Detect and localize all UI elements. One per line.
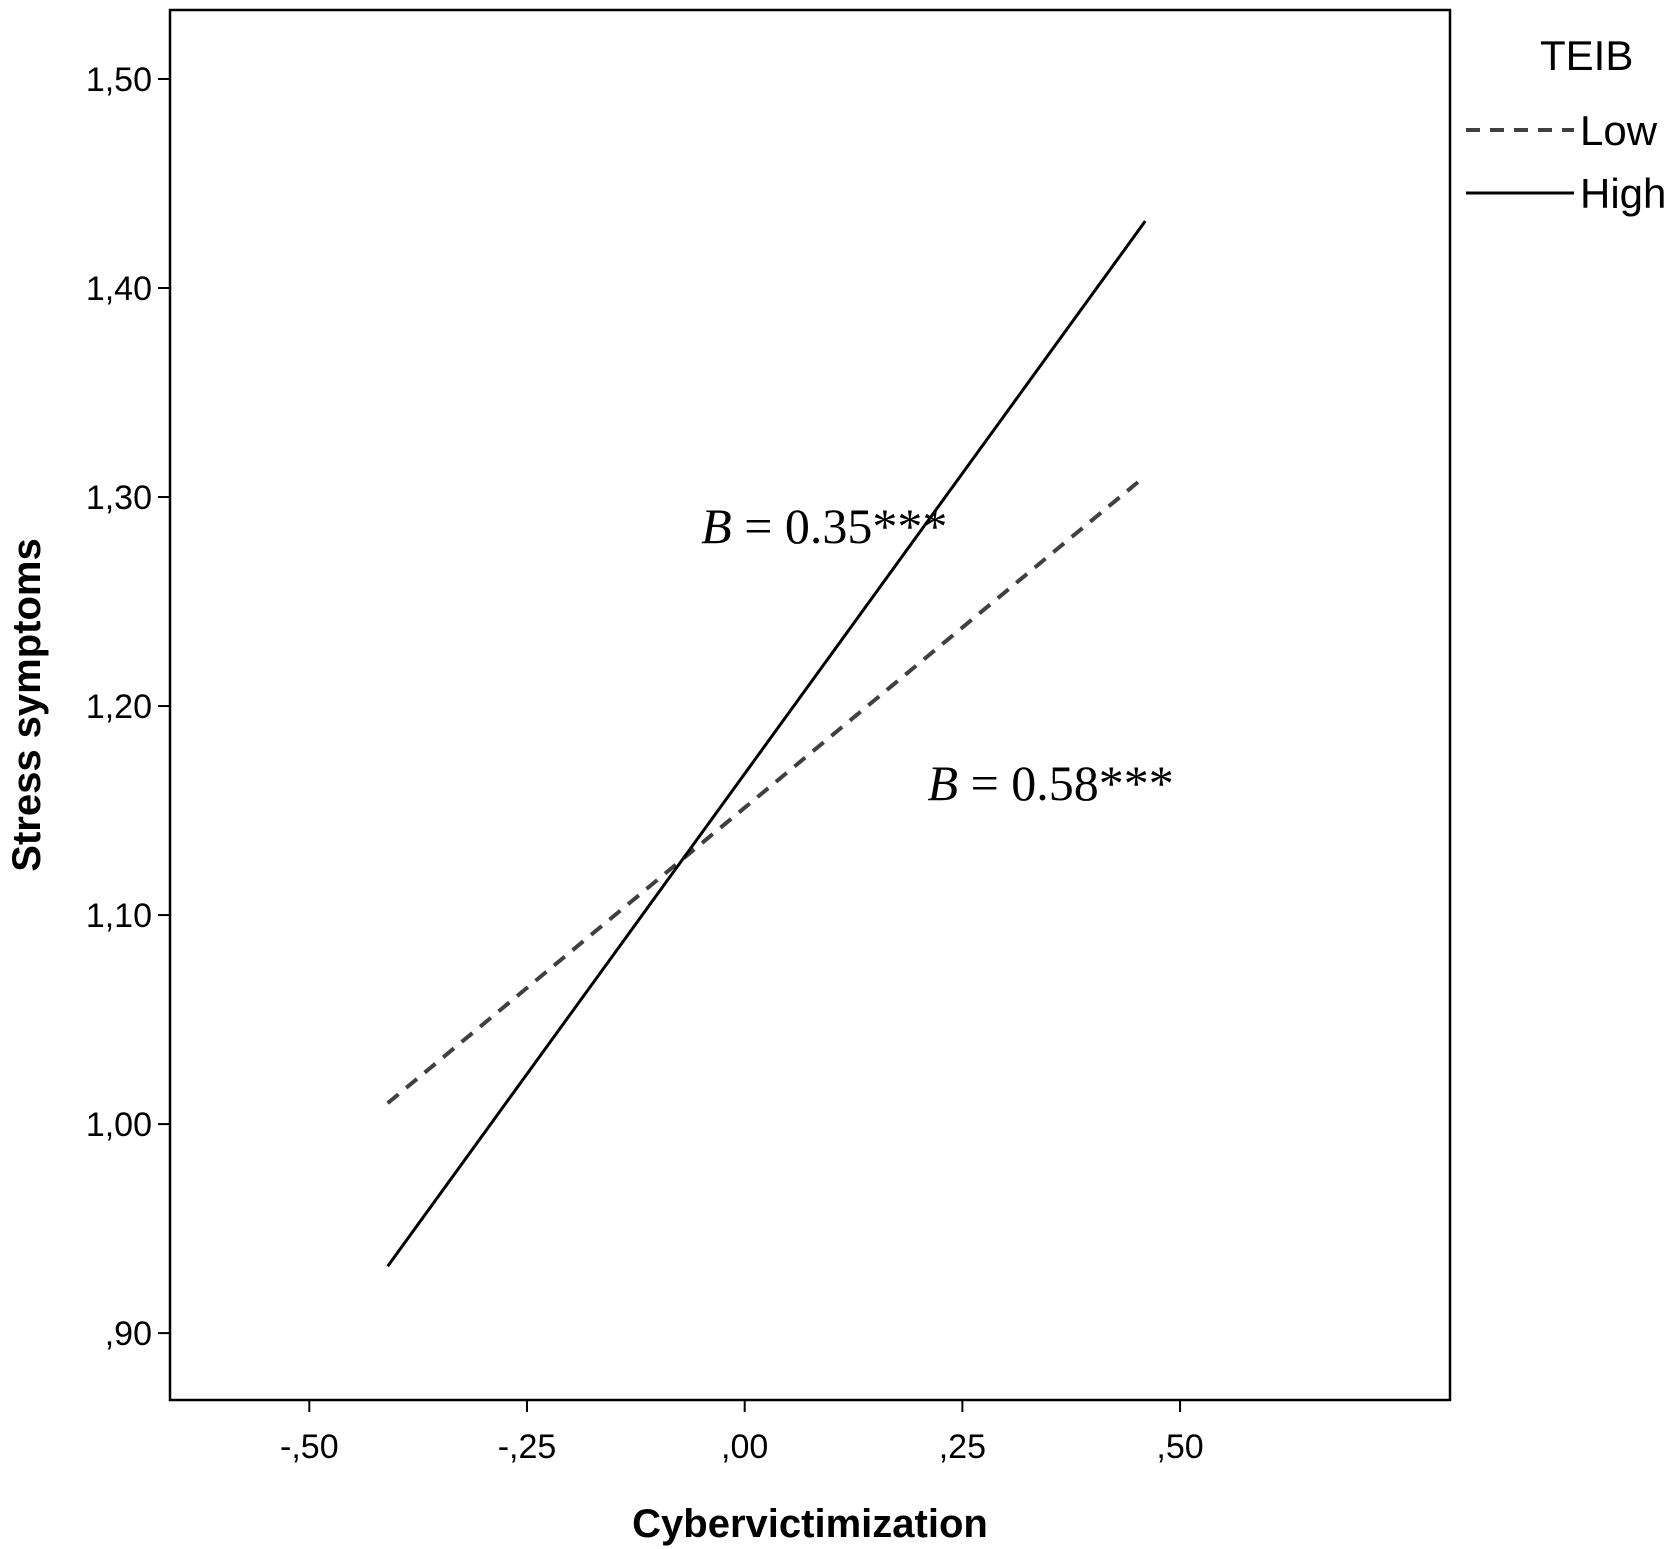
y-tick-label: 1,30 [86, 479, 152, 517]
x-tick-label: -,25 [498, 1428, 557, 1466]
x-tick-label: ,00 [721, 1428, 768, 1466]
x-tick-label: ,50 [1156, 1428, 1203, 1466]
y-tick-label: 1,50 [86, 61, 152, 99]
y-tick-label: 1,00 [86, 1106, 152, 1144]
x-tick-label: -,50 [280, 1428, 339, 1466]
annotations: B = 0.35*** B = 0.58*** [701, 498, 1174, 811]
slope-annotation: B = 0.35*** [701, 498, 947, 554]
x-axis: -,50 -,25 ,00 ,25 ,50 [280, 1400, 1204, 1466]
y-tick-label: 1,10 [86, 897, 152, 935]
y-tick-label: 1,40 [86, 270, 152, 308]
series-layer [386, 220, 1147, 1268]
x-tick-label: ,25 [939, 1428, 986, 1466]
slope-annotation: B = 0.58*** [928, 755, 1174, 811]
legend: TEIB Low High [1466, 32, 1666, 217]
series-line-high [386, 220, 1147, 1268]
legend-title: TEIB [1540, 32, 1633, 79]
y-tick-label: ,90 [105, 1315, 152, 1353]
y-tick-label: 1,20 [86, 688, 152, 726]
legend-label-high: High [1580, 170, 1666, 217]
series-line-low [386, 474, 1147, 1105]
y-axis: ,90 1,00 1,10 1,20 1,30 1,40 1,50 [86, 61, 170, 1353]
x-axis-title: Cybervictimization [632, 1502, 988, 1546]
y-axis-title: Stress symptoms [5, 538, 49, 871]
legend-label-low: Low [1580, 107, 1658, 154]
plot-frame [168, 8, 1452, 1402]
